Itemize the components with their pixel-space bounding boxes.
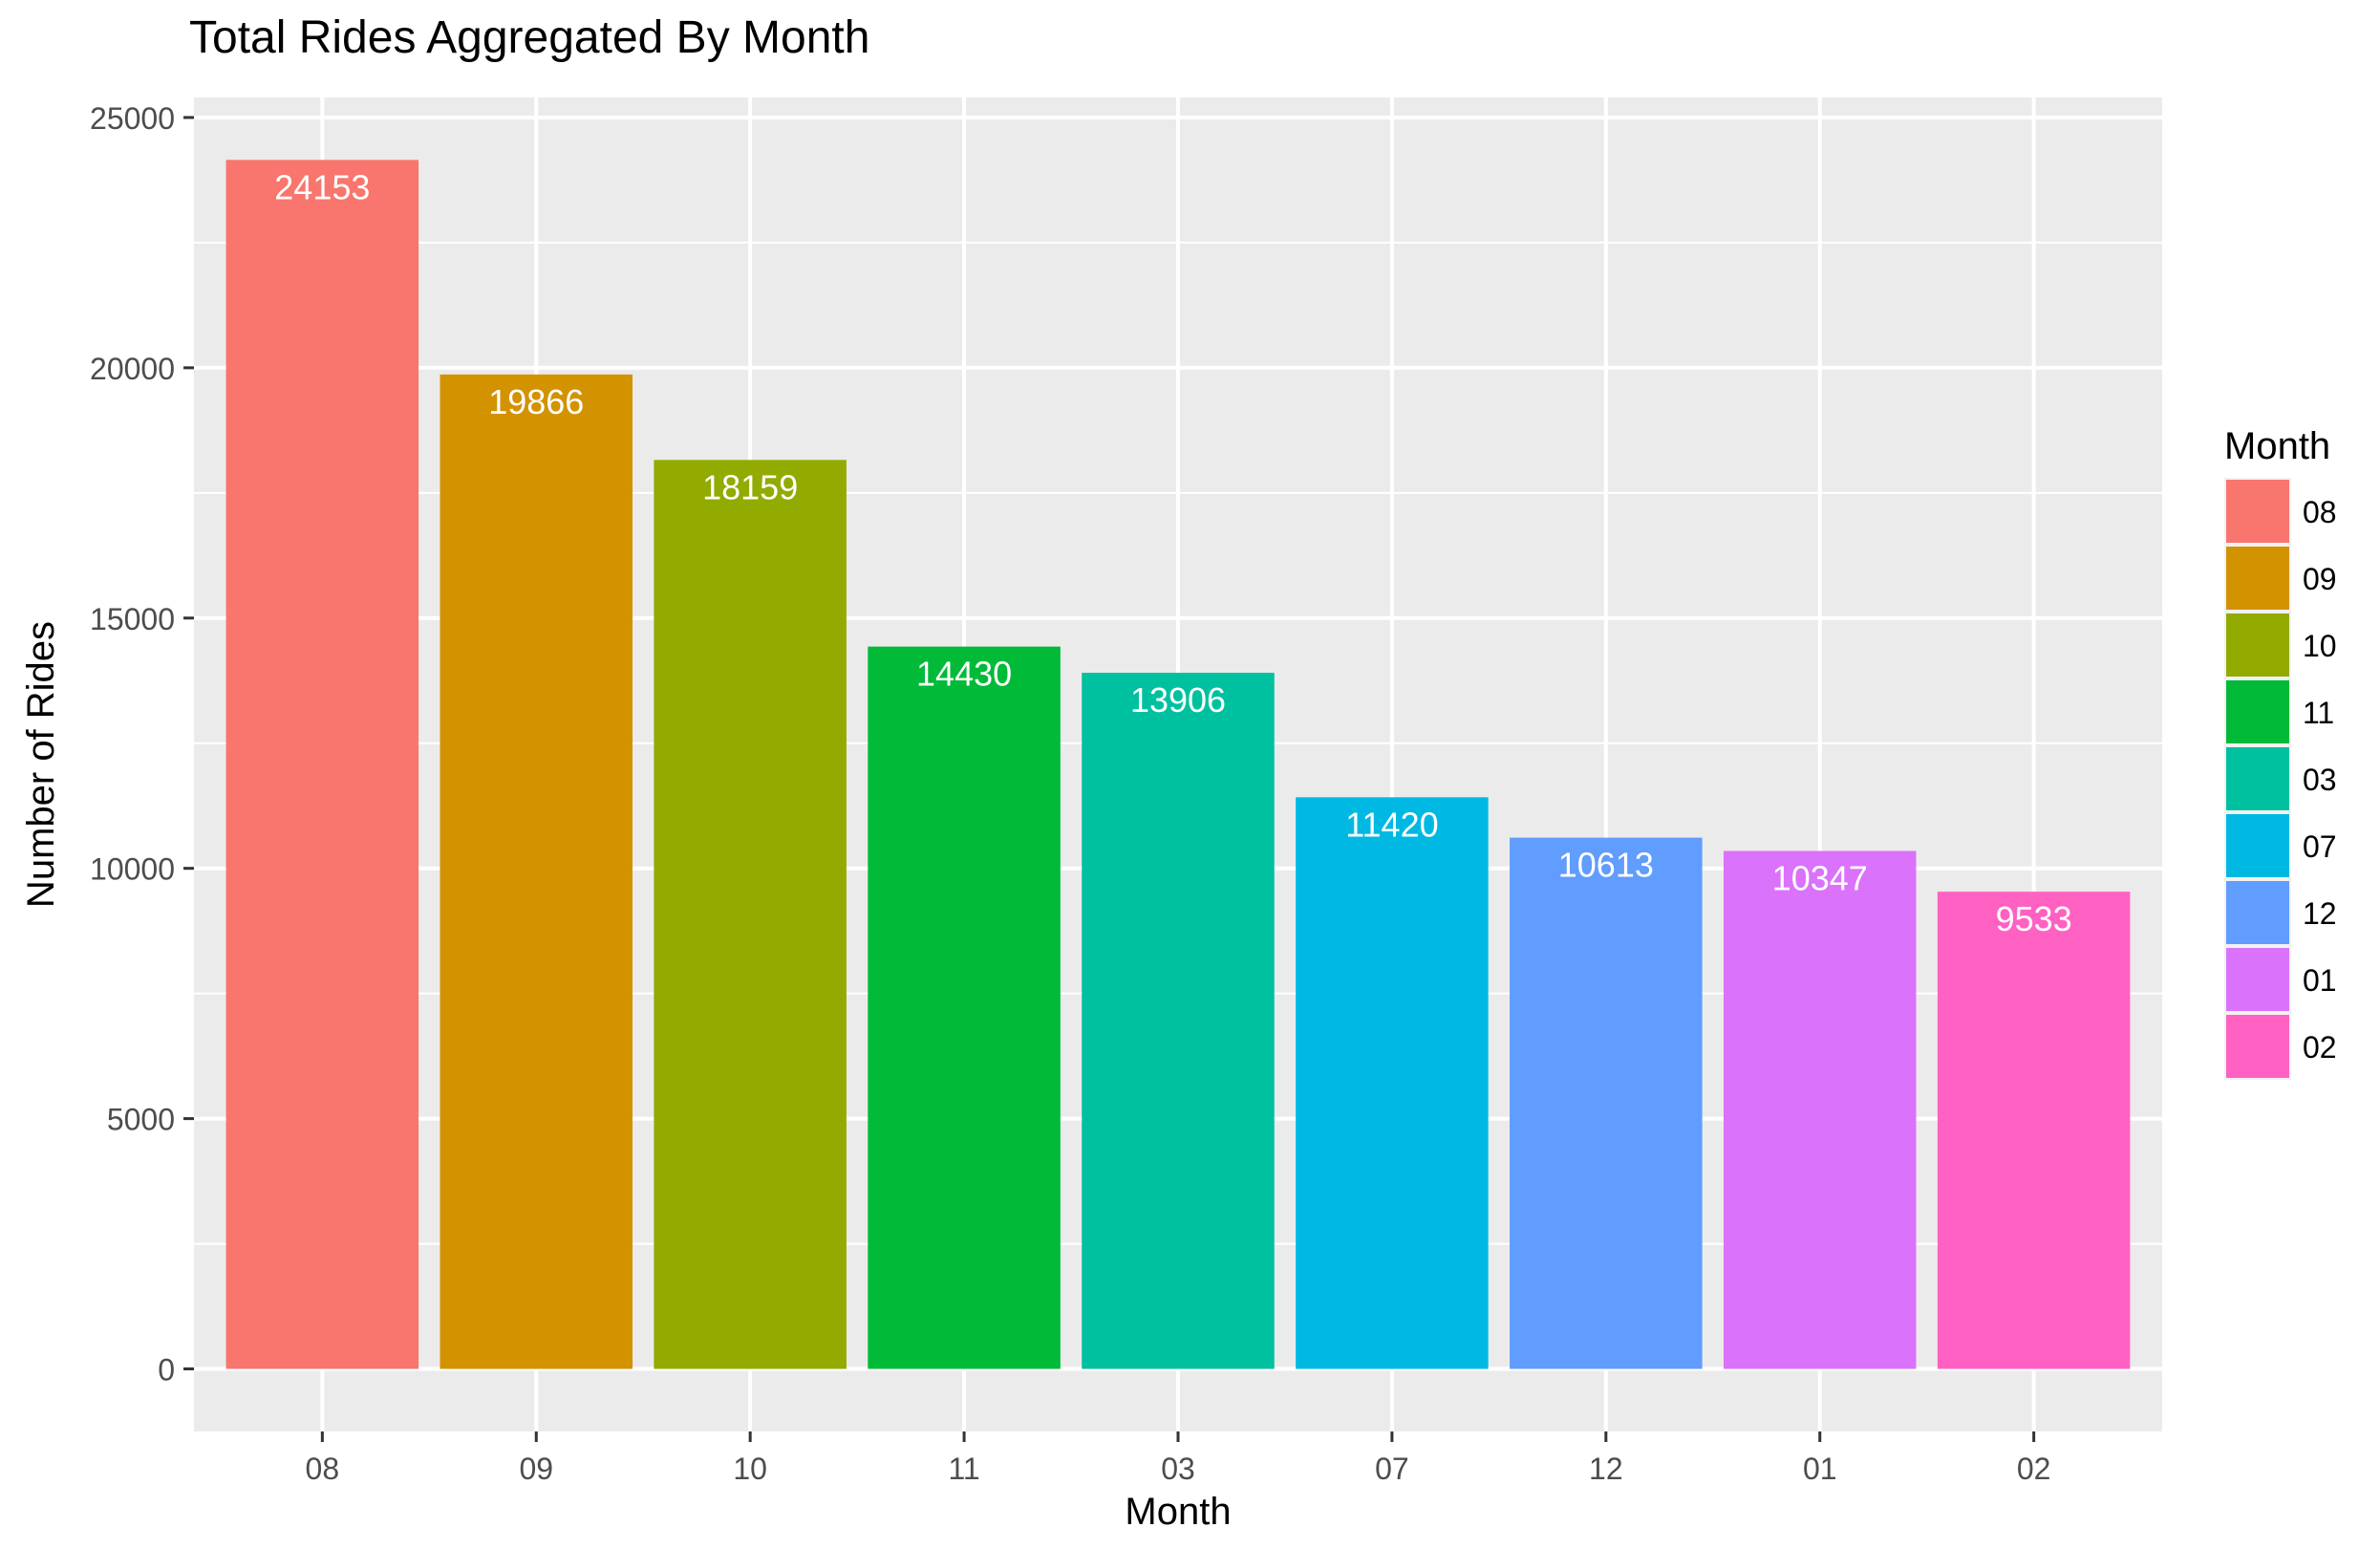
x-axis-title: Month: [1125, 1491, 1231, 1533]
legend-swatch-08: [2226, 480, 2289, 543]
bar-value-label-10: 18159: [702, 467, 798, 506]
bar-value-label-11: 14430: [916, 655, 1012, 694]
bar-12: [1510, 837, 1703, 1369]
x-tick-label: 11: [948, 1452, 979, 1486]
x-tick-label: 10: [733, 1452, 767, 1486]
x-axis: 08 09 10 11 03 07 12 01 02: [306, 1431, 2051, 1486]
x-tick-label: 07: [1375, 1452, 1409, 1486]
bar-03: [1082, 673, 1275, 1369]
y-tick-label: 5000: [107, 1103, 175, 1137]
legend-swatch-01: [2226, 948, 2289, 1011]
bar-value-label-02: 9533: [1996, 899, 2072, 938]
bar-08: [225, 160, 419, 1369]
bar-10: [654, 460, 847, 1369]
bar-09: [440, 374, 633, 1369]
legend-label-07: 07: [2303, 829, 2337, 864]
bar-value-label-12: 10613: [1558, 846, 1654, 885]
bar-value-label-08: 24153: [274, 167, 370, 206]
legend-title: Month: [2224, 425, 2330, 467]
legend-label-09: 09: [2303, 562, 2337, 596]
legend-label-01: 01: [2303, 963, 2337, 998]
x-tick-label: 12: [1589, 1452, 1623, 1486]
y-tick-label: 15000: [90, 602, 175, 636]
legend: Month 08 09 10 11 03 07 12 01 02: [2224, 425, 2337, 1080]
legend-label-08: 08: [2303, 495, 2337, 529]
y-axis-title: Number of Rides: [20, 621, 62, 908]
x-tick-label: 01: [1803, 1452, 1837, 1486]
bar-02: [1937, 892, 2131, 1369]
legend-label-03: 03: [2303, 763, 2337, 797]
legend-swatch-07: [2226, 814, 2289, 877]
legend-label-11: 11: [2303, 696, 2334, 730]
legend-swatch-11: [2226, 680, 2289, 743]
bar-11: [868, 646, 1061, 1369]
y-axis: 0 5000 10000 15000 20000 25000: [90, 101, 194, 1388]
x-tick-label: 08: [306, 1452, 340, 1486]
bars: [225, 160, 2131, 1369]
y-tick-label: 25000: [90, 101, 175, 136]
x-tick-label: 09: [519, 1452, 553, 1486]
bar-value-label-07: 11420: [1345, 805, 1438, 844]
bar-01: [1723, 850, 1917, 1369]
y-tick-label: 20000: [90, 352, 175, 386]
legend-label-12: 12: [2303, 896, 2337, 931]
bar-value-label-09: 19866: [488, 382, 584, 421]
legend-swatch-02: [2226, 1015, 2289, 1078]
legend-swatch-12: [2226, 881, 2289, 944]
bar-value-label-01: 10347: [1772, 859, 1868, 898]
legend-items: 08 09 10 11 03 07 12 01 02: [2224, 478, 2337, 1080]
x-tick-label: 02: [2017, 1452, 2051, 1486]
bar-labels: 24153 19866 18159 14430 13906 11420 10613 10347…: [274, 167, 2071, 938]
legend-swatch-10: [2226, 613, 2289, 677]
bar-07: [1296, 797, 1489, 1369]
bar-value-label-03: 13906: [1130, 680, 1226, 720]
chart-title: Total Rides Aggregated By Month: [189, 12, 869, 63]
legend-swatch-09: [2226, 547, 2289, 610]
legend-label-10: 10: [2303, 629, 2337, 663]
y-tick-label: 0: [158, 1353, 175, 1388]
y-tick-label: 10000: [90, 852, 175, 887]
legend-swatch-03: [2226, 747, 2289, 810]
x-tick-label: 03: [1161, 1452, 1195, 1486]
legend-label-02: 02: [2303, 1030, 2337, 1065]
